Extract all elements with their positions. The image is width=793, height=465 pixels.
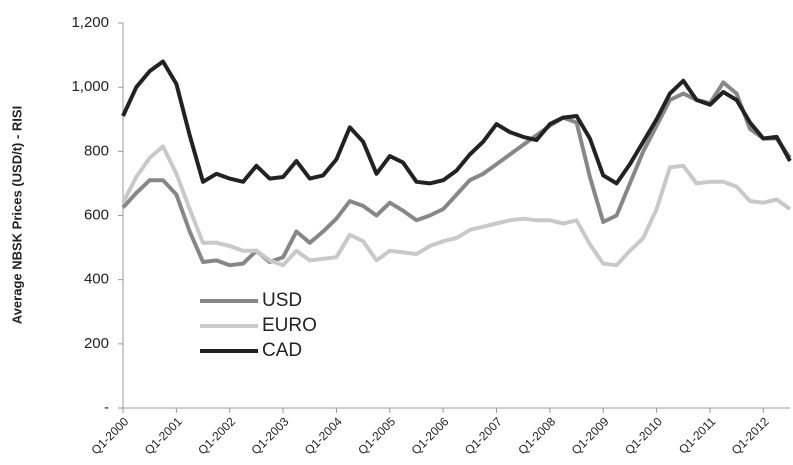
x-tick-label: Q1-2011	[676, 414, 719, 457]
x-tick-label: Q1-2009	[569, 414, 612, 457]
x-tick-label: Q1-2001	[142, 414, 185, 457]
legend-label: EURO	[262, 315, 317, 336]
x-tick-label: Q1-2010	[622, 414, 665, 457]
x-tick-label: Q1-2004	[302, 414, 345, 457]
x-tick-label: Q1-2006	[409, 414, 452, 457]
y-tick-label: 1,200	[71, 14, 109, 31]
legend-label: CAD	[262, 340, 302, 361]
line-series	[121, 144, 792, 268]
x-tick-label: Q1-2007	[462, 414, 505, 457]
x-tick-label: Q1-2005	[355, 414, 398, 457]
y-tick-label: 800	[84, 142, 109, 159]
y-tick-label: 600	[84, 206, 109, 223]
x-tick-label: Q1-2008	[515, 414, 558, 457]
y-tick-label: 400	[84, 271, 109, 288]
line-series	[121, 80, 792, 268]
y-axis-label: Average NBSK Prices (USD/t) - RISI	[9, 106, 24, 324]
x-tick-label: Q1-2012	[729, 414, 772, 457]
line-series	[121, 59, 792, 186]
x-tick-label: Q1-2002	[195, 414, 238, 457]
y-tick-label: -	[104, 399, 109, 416]
x-tick-label: Q1-2003	[249, 414, 292, 457]
y-tick-label: 1,000	[71, 78, 109, 95]
x-tick-label: Q1-2000	[88, 414, 131, 457]
y-tick-label: 200	[84, 335, 109, 352]
legend-label: USD	[262, 290, 302, 311]
